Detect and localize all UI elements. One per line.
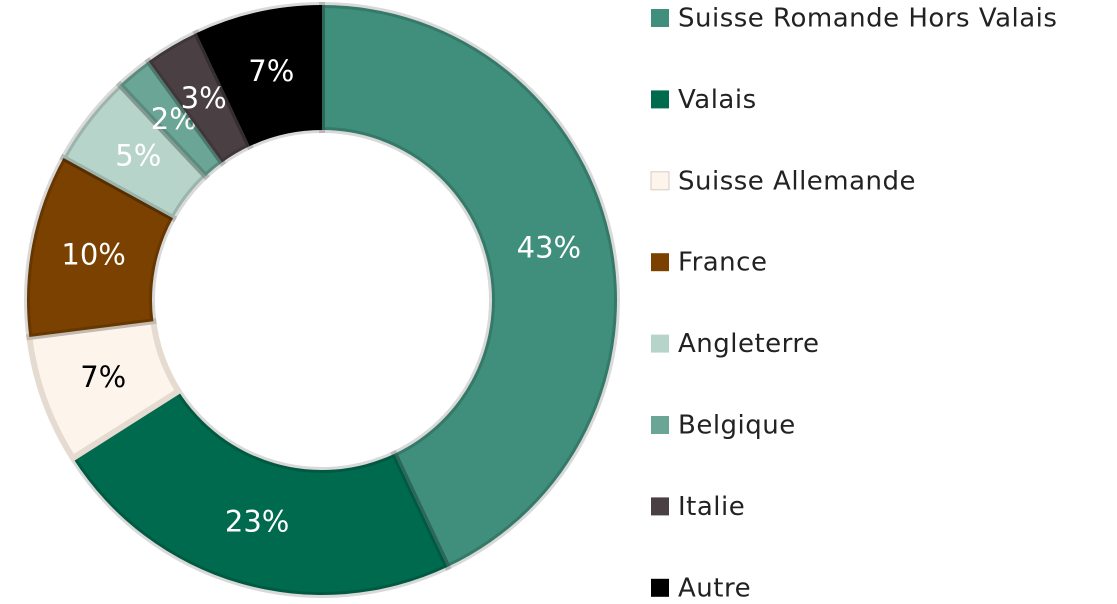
donut-slice bbox=[25, 317, 183, 463]
slice-label: 43% bbox=[517, 230, 581, 264]
donut-slice bbox=[68, 386, 452, 598]
legend-swatch bbox=[651, 253, 669, 272]
donut-slice bbox=[319, 1, 620, 571]
legend-swatch bbox=[650, 171, 670, 191]
donut-slice bbox=[24, 153, 178, 341]
donut-slice bbox=[192, 1, 325, 151]
legend-label: Suisse Allemande bbox=[678, 166, 916, 196]
legend-label: Angleterre bbox=[678, 329, 820, 359]
legend-label: Valais bbox=[678, 85, 757, 115]
legend-label: Belgique bbox=[678, 411, 796, 441]
slice-label: 7% bbox=[248, 54, 294, 88]
slice-label: 7% bbox=[80, 360, 126, 394]
legend-label: Suisse Romande Hors Valais bbox=[678, 4, 1057, 34]
legend-swatch bbox=[651, 497, 669, 516]
slice-label: 23% bbox=[225, 504, 289, 538]
legend: Suisse Romande Hors Valais Valais Suisse A… bbox=[650, 4, 1057, 603]
slice-label: 10% bbox=[61, 237, 125, 271]
legend-label: Autre bbox=[678, 573, 751, 603]
legend-label: France bbox=[678, 248, 767, 278]
legend-swatch bbox=[651, 334, 669, 353]
donut-slice bbox=[115, 57, 227, 181]
slice-label: 3% bbox=[181, 81, 227, 115]
legend-swatch bbox=[651, 9, 669, 27]
legend-label: Italie bbox=[678, 492, 745, 522]
legend-swatch bbox=[651, 578, 669, 597]
legend-swatch bbox=[651, 416, 669, 434]
legend-swatch bbox=[651, 90, 669, 109]
slice-label: 5% bbox=[115, 138, 161, 172]
